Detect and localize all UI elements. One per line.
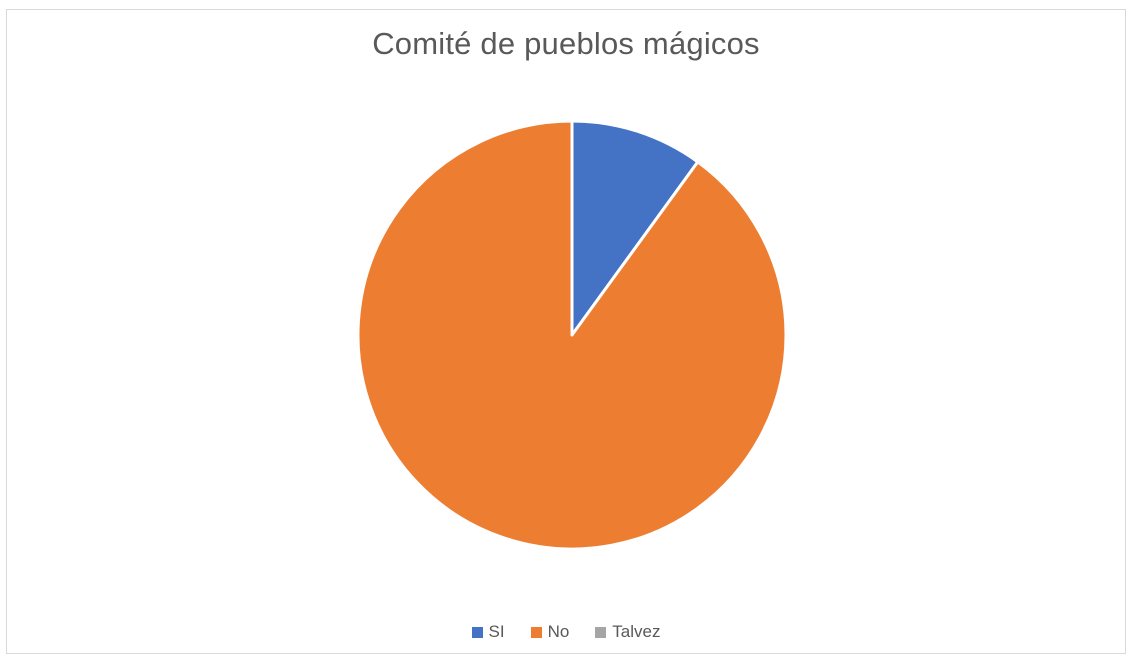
legend-item-talvez: Talvez	[595, 622, 660, 642]
legend-item-si: SI	[471, 622, 505, 642]
pie-chart	[356, 119, 788, 551]
legend-label: No	[547, 622, 570, 641]
pie-slice-no	[356, 119, 788, 551]
legend-label: SI	[488, 622, 505, 641]
legend-swatch	[530, 626, 542, 638]
legend-swatch	[595, 626, 607, 638]
legend-swatch	[471, 626, 483, 638]
pie-slice-si	[570, 119, 700, 337]
legend: SI No Talvez	[7, 622, 1125, 642]
chart-frame: Comité de pueblos mágicos SI No Talvez	[6, 9, 1126, 654]
legend-label: Talvez	[612, 622, 661, 641]
legend-item-no: No	[530, 622, 570, 642]
chart-title: Comité de pueblos mágicos	[372, 26, 760, 61]
